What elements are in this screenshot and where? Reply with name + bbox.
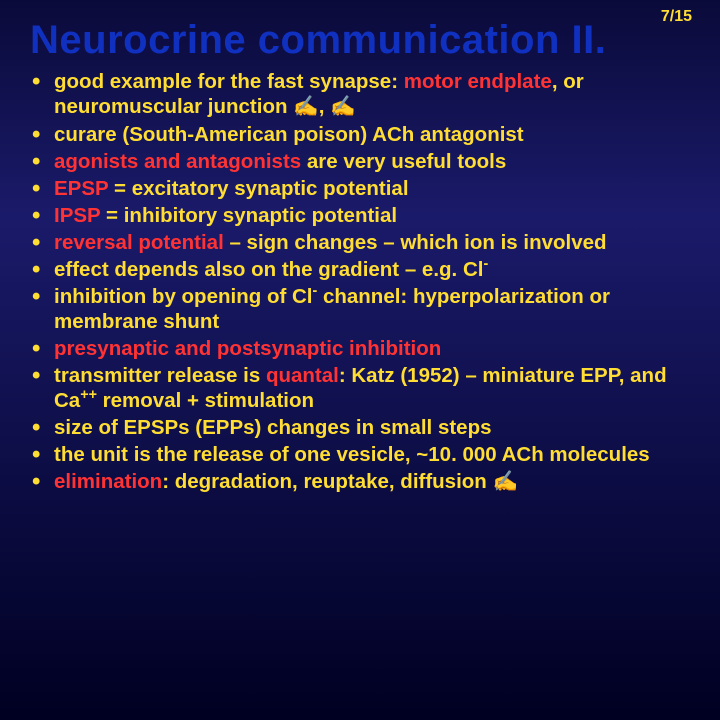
- bullet-item: curare (South-American poison) ACh antag…: [28, 122, 692, 147]
- page-counter: 7/15: [661, 8, 692, 26]
- bullet-item: EPSP = excitatory synaptic potential: [28, 176, 692, 201]
- bullet-item: elimination: degradation, reuptake, diff…: [28, 469, 692, 495]
- bullet-item: inhibition by opening of Cl- channel: hy…: [28, 284, 692, 334]
- bullet-list: good example for the fast synapse: motor…: [0, 69, 720, 495]
- bullet-item: effect depends also on the gradient – e.…: [28, 257, 692, 282]
- slide-title: Neurocrine communication II.: [0, 0, 720, 69]
- bullet-item: good example for the fast synapse: motor…: [28, 69, 692, 120]
- bullet-item: size of EPSPs (EPPs) changes in small st…: [28, 415, 692, 440]
- bullet-item: reversal potential – sign changes – whic…: [28, 230, 692, 255]
- bullet-item: IPSP = inhibitory synaptic potential: [28, 203, 692, 228]
- bullet-item: the unit is the release of one vesicle, …: [28, 442, 692, 467]
- bullet-item: presynaptic and postsynaptic inhibition: [28, 336, 692, 361]
- bullet-item: transmitter release is quantal: Katz (19…: [28, 363, 692, 413]
- bullet-item: agonists and antagonists are very useful…: [28, 149, 692, 174]
